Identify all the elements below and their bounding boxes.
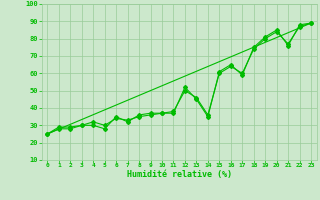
X-axis label: Humidité relative (%): Humidité relative (%) [127, 170, 232, 179]
